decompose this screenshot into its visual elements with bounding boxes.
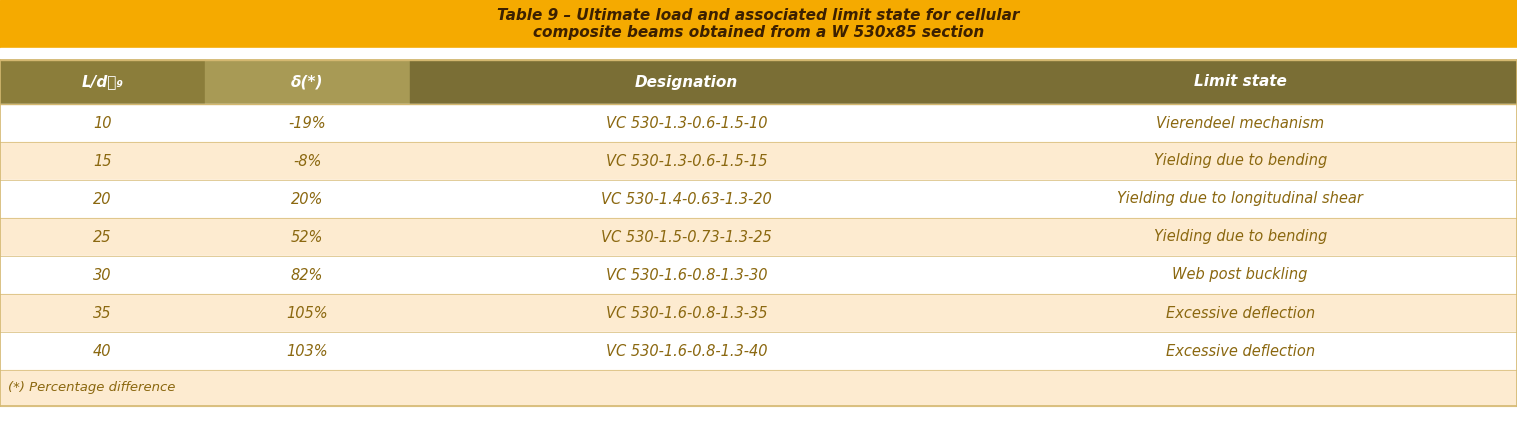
Bar [0, 48, 1517, 60]
Text: 52%: 52% [291, 229, 323, 245]
Bar [0, 294, 1517, 332]
Bar [0, 180, 1517, 218]
Bar [0, 104, 1517, 142]
Text: Table 9 – Ultimate load and associated limit state for cellular
composite beams : Table 9 – Ultimate load and associated l… [498, 8, 1019, 40]
Text: VC 530-1.3-0.6-1.5-10: VC 530-1.3-0.6-1.5-10 [605, 115, 768, 131]
Bar [0, 60, 205, 104]
Bar [0, 256, 1517, 294]
Bar [0, 0, 1517, 48]
Bar [205, 60, 410, 104]
Text: VC 530-1.6-0.8-1.3-30: VC 530-1.6-0.8-1.3-30 [605, 268, 768, 282]
Text: 35: 35 [93, 306, 112, 321]
Text: 30: 30 [93, 268, 112, 282]
Text: VC 530-1.4-0.63-1.3-20: VC 530-1.4-0.63-1.3-20 [601, 192, 772, 206]
Bar [0, 332, 1517, 370]
Text: -19%: -19% [288, 115, 326, 131]
Text: Excessive deflection: Excessive deflection [1165, 343, 1315, 359]
Bar [0, 370, 1517, 406]
Text: 103%: 103% [287, 343, 328, 359]
Text: VC 530-1.6-0.8-1.3-40: VC 530-1.6-0.8-1.3-40 [605, 343, 768, 359]
Bar [0, 218, 1517, 256]
Text: Vierendeel mechanism: Vierendeel mechanism [1156, 115, 1324, 131]
Text: 105%: 105% [287, 306, 328, 321]
Text: Yielding due to bending: Yielding due to bending [1153, 229, 1327, 245]
Text: Web post buckling: Web post buckling [1173, 268, 1308, 282]
Text: 82%: 82% [291, 268, 323, 282]
Text: 10: 10 [93, 115, 112, 131]
Text: VC 530-1.5-0.73-1.3-25: VC 530-1.5-0.73-1.3-25 [601, 229, 772, 245]
Text: VC 530-1.6-0.8-1.3-35: VC 530-1.6-0.8-1.3-35 [605, 306, 768, 321]
Bar [410, 60, 963, 104]
Text: L/d⁧₉: L/d⁧₉ [82, 75, 123, 89]
Text: δ(*): δ(*) [291, 75, 323, 89]
Text: 20: 20 [93, 192, 112, 206]
Text: Limit state: Limit state [1194, 75, 1286, 89]
Text: 25: 25 [93, 229, 112, 245]
Text: -8%: -8% [293, 153, 322, 168]
Text: 15: 15 [93, 153, 112, 168]
Text: 40: 40 [93, 343, 112, 359]
Text: (*) Percentage difference: (*) Percentage difference [8, 382, 176, 394]
Text: 20%: 20% [291, 192, 323, 206]
Text: Yielding due to longitudinal shear: Yielding due to longitudinal shear [1117, 192, 1364, 206]
Text: VC 530-1.3-0.6-1.5-15: VC 530-1.3-0.6-1.5-15 [605, 153, 768, 168]
Text: Yielding due to bending: Yielding due to bending [1153, 153, 1327, 168]
Bar [963, 60, 1517, 104]
Text: Designation: Designation [634, 75, 739, 89]
Text: Excessive deflection: Excessive deflection [1165, 306, 1315, 321]
Bar [0, 142, 1517, 180]
